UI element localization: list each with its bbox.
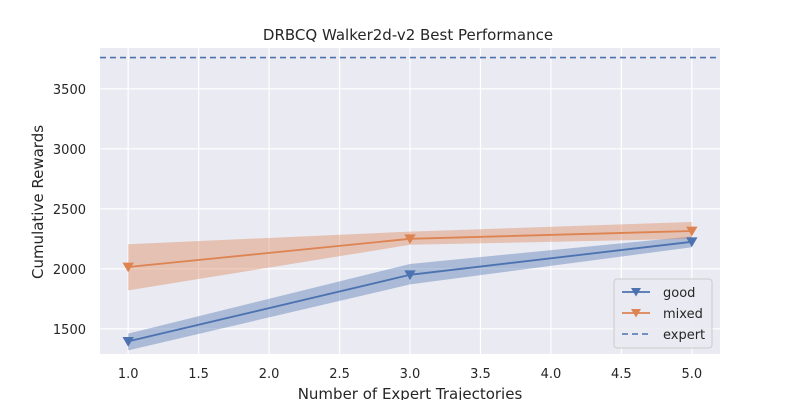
x-tick-labels: 1.0 1.5 2.0 2.5 3.0 3.5 4.0 4.5 5.0 [118,367,702,382]
x-axis-title: Number of Expert Trajectories [298,385,523,400]
x-tick-label: 4.0 [541,367,562,382]
good-marker [122,336,134,347]
mixed-marker [122,262,134,273]
y-tick-label: 1500 [53,323,86,338]
x-tick-label: 1.0 [118,367,139,382]
mixed-band [128,222,692,291]
y-tick-labels: 1500 2000 2500 3000 3500 [53,83,86,338]
mixed-marker [404,234,416,245]
confidence-bands [128,222,692,351]
series-markers [122,226,698,347]
x-tick-label: 3.5 [470,367,491,382]
good-band [128,236,692,351]
y-tick-label: 2000 [53,263,86,278]
y-tick-label: 3000 [53,143,86,158]
y-axis-title: Cumulative Rewards [29,125,47,279]
legend-expert-label: expert [663,328,705,343]
x-tick-label: 2.5 [329,367,350,382]
x-tick-label: 1.5 [188,367,209,382]
legend-mixed-label: mixed [663,307,703,322]
x-tick-label: 5.0 [681,367,702,382]
x-tick-label: 3.0 [400,367,421,382]
good-marker [404,270,416,281]
y-tick-label: 2500 [53,203,86,218]
chart-title: DRBCQ Walker2d-v2 Best Performance [263,26,553,44]
mixed-marker [686,226,698,237]
legend: good mixed expert [613,278,713,349]
legend-good-label: good [663,286,695,301]
legend-good-marker [631,288,641,297]
legend-box [613,278,713,349]
x-tick-label: 2.0 [259,367,280,382]
good-marker [686,237,698,248]
legend-mixed-marker [631,309,641,318]
x-tick-label: 4.5 [611,367,632,382]
y-tick-label: 3500 [53,83,86,98]
